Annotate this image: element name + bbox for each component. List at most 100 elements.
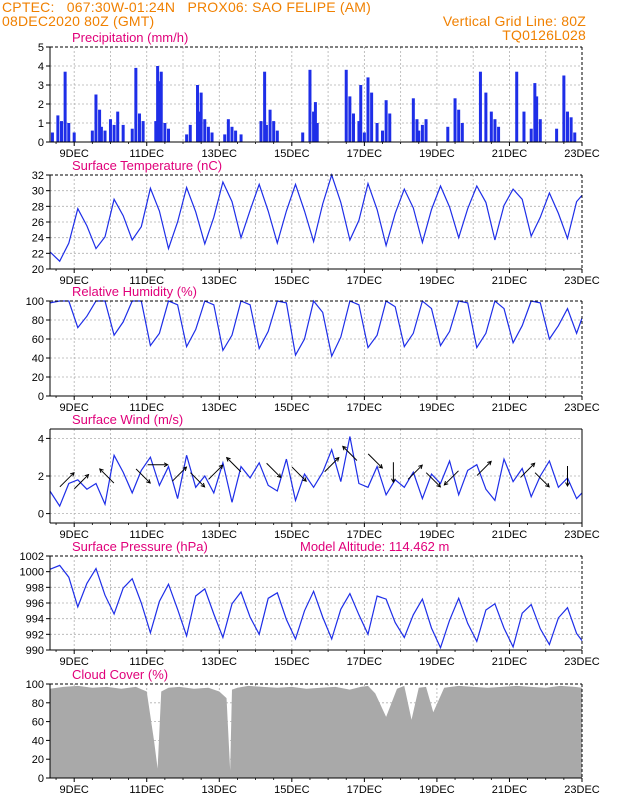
horizontal-grid xyxy=(50,437,582,514)
x-tick-label: 19DEC xyxy=(419,148,455,160)
header-grid-line-note: Vertical Grid Line: 80Z xyxy=(442,13,586,29)
x-tick-label: 23DEC xyxy=(564,402,600,414)
precip-bar xyxy=(493,119,497,142)
precip-bar xyxy=(116,111,120,142)
precip-bar xyxy=(359,85,363,142)
x-tick-label: 13DEC xyxy=(202,402,238,414)
wind-arrow-head xyxy=(225,456,231,462)
precip-bar xyxy=(569,117,573,142)
y-tick-label: 80 xyxy=(32,315,44,327)
wind-arrow xyxy=(74,473,90,490)
wind-arrow xyxy=(291,466,307,482)
panel-6: Cloud Cover (%) 0 20 40 60 80 100 9DEC 11DEC 13DE… xyxy=(26,667,600,796)
y-tick-label: 20 xyxy=(32,264,44,276)
x-tick-label: 23DEC xyxy=(564,656,600,668)
precip-bar xyxy=(56,115,60,142)
x-tick-label: 21DEC xyxy=(492,784,528,796)
precip-bar xyxy=(573,132,577,142)
x-tick-label: 9DEC xyxy=(60,148,89,160)
wind-arrow xyxy=(565,466,570,488)
precip-bar xyxy=(99,126,103,142)
precip-bar xyxy=(420,124,424,142)
precip-bar xyxy=(275,130,279,142)
wind-arrow-head xyxy=(334,456,340,462)
wind-arrow-shaft xyxy=(74,474,89,490)
precip-bar xyxy=(344,69,348,142)
precip-bar xyxy=(366,77,370,142)
y-tick-label: 2 xyxy=(38,99,44,111)
wind-arrow-shaft xyxy=(135,468,151,484)
precip-bar xyxy=(63,71,67,142)
y-tick-label: 4 xyxy=(38,433,44,445)
x-tick-label: 21DEC xyxy=(492,402,528,414)
wind-arrow-head xyxy=(200,482,206,488)
wind-arrow-head xyxy=(530,462,536,468)
precip-bar xyxy=(424,119,428,142)
wind-arrow-head xyxy=(436,482,442,488)
x-tick-label: 13DEC xyxy=(202,656,238,668)
precip-bar xyxy=(259,121,263,142)
y-tick-label: 28 xyxy=(32,201,44,213)
wind-arrow xyxy=(208,464,224,480)
wind-arrow xyxy=(225,456,242,473)
wind-arrow-head xyxy=(163,462,169,468)
x-tick-label: 15DEC xyxy=(274,148,310,160)
x-tick-label: 11DEC xyxy=(129,656,164,668)
precip-bar xyxy=(141,121,145,142)
precip-bar xyxy=(478,71,482,142)
x-tick-label: 21DEC xyxy=(492,275,528,287)
y-tick-label: 0 xyxy=(38,137,44,149)
wind-arrow xyxy=(171,466,188,482)
x-tick-label: 17DEC xyxy=(347,148,383,160)
precip-bar xyxy=(272,121,276,142)
y-axis: 20 22 24 26 28 30 32 xyxy=(32,170,50,276)
wind-arrow-head xyxy=(99,468,104,473)
y-tick-label: 20 xyxy=(32,754,44,766)
precip-bar xyxy=(460,123,464,142)
header-model-id: TQ0126L028 xyxy=(502,27,586,43)
x-tick-label: 9DEC xyxy=(60,784,89,796)
y-axis: 0 20 40 60 80 100 xyxy=(26,296,50,403)
x-tick-label: 9DEC xyxy=(60,656,89,668)
precip-bar xyxy=(268,109,272,142)
x-tick-label: 13DEC xyxy=(202,275,238,287)
wind-arrow xyxy=(367,453,384,469)
y-tick-label: 992 xyxy=(26,629,44,641)
precip-bar xyxy=(188,124,192,142)
precip-bar xyxy=(388,113,392,142)
x-tick-label: 23DEC xyxy=(564,784,600,796)
precip-bar xyxy=(185,134,189,142)
x-tick-label: 21DEC xyxy=(492,656,528,668)
cloud-cover-area xyxy=(49,685,583,778)
precip-bar xyxy=(108,119,112,142)
x-tick-label: 15DEC xyxy=(274,529,310,541)
y-tick-label: 60 xyxy=(32,717,44,729)
precip-bar xyxy=(489,111,493,142)
wind-arrow-head xyxy=(218,464,224,470)
x-tick-label: 19DEC xyxy=(419,784,455,796)
wind-arrow-head xyxy=(545,482,550,488)
wind-arrow-shaft xyxy=(266,462,282,478)
precip-bar xyxy=(94,94,98,142)
y-tick-label: 60 xyxy=(32,334,44,346)
precip-bar xyxy=(210,132,214,142)
y-tick-label: 1002 xyxy=(20,551,44,563)
wind-arrow xyxy=(407,464,423,480)
y-tick-label: 24 xyxy=(32,233,44,245)
y-tick-label: 996 xyxy=(26,598,44,610)
horizontal-grid xyxy=(50,571,582,635)
precip-bar xyxy=(417,130,421,142)
y-tick-label: 100 xyxy=(26,679,44,691)
precip-bar xyxy=(157,81,161,142)
x-tick-label: 11DEC xyxy=(129,275,164,287)
wind-arrow-head xyxy=(391,478,396,484)
wind-arrow-shaft xyxy=(99,468,115,484)
precip-bar xyxy=(98,109,102,142)
wind-arrow-shaft xyxy=(443,470,459,486)
x-tick-label: 17DEC xyxy=(347,784,383,796)
y-tick-label: 2 xyxy=(38,471,44,483)
wind-arrow xyxy=(391,462,396,484)
y-tick-label: 4 xyxy=(38,61,44,73)
precip-bar xyxy=(137,113,141,142)
